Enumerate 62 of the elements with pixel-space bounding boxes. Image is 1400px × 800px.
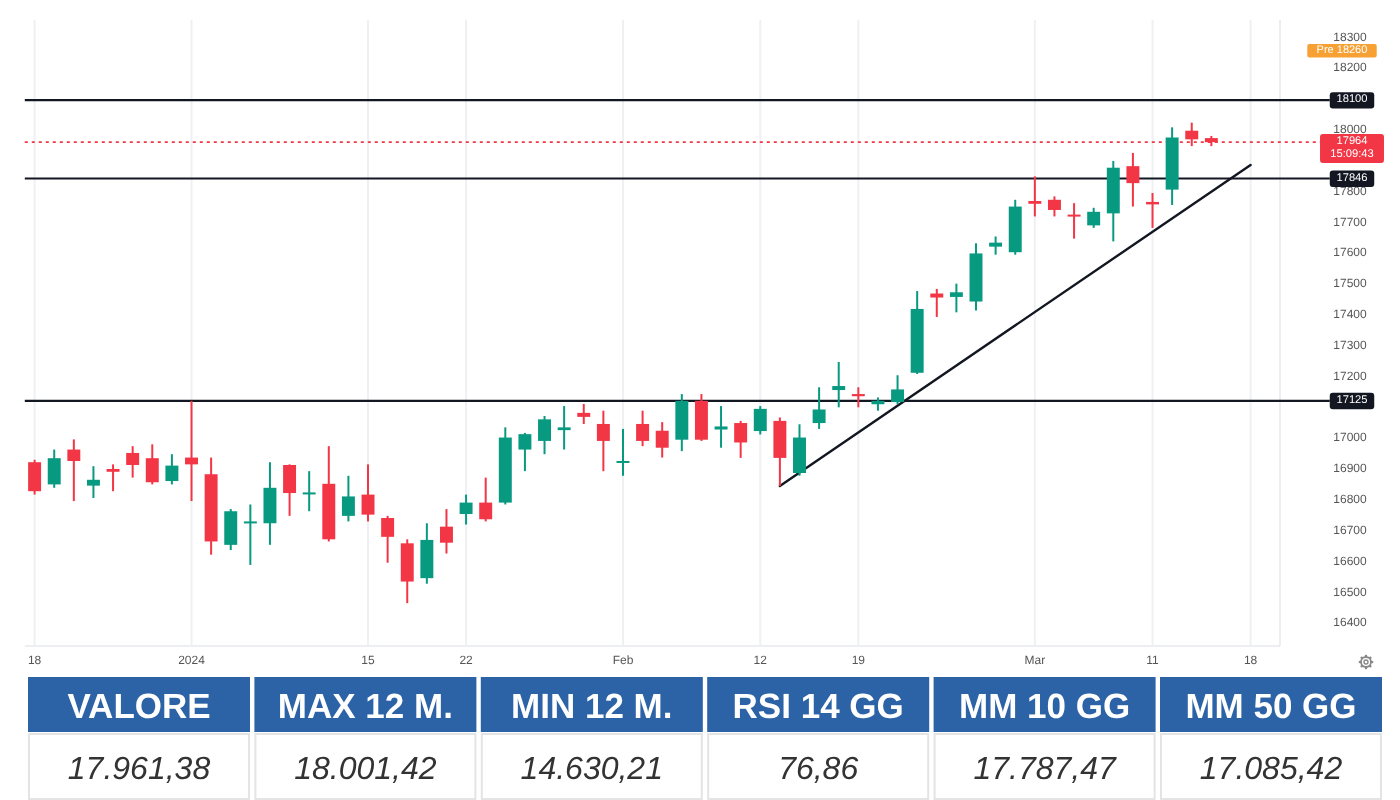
candlestick [224,508,238,552]
candlestick [361,463,375,523]
candlestick [341,474,355,523]
candlestick [126,445,140,479]
candlestick [694,393,708,442]
candlestick [714,405,728,449]
candlestick [989,235,1003,256]
category-label: MM 10 GG [959,685,1131,726]
candlestick [381,514,395,564]
candlestick [1028,175,1042,218]
candlestick [1047,195,1061,218]
category-label: MAX 12 M. [277,685,453,726]
text: 17.961,38 [67,751,211,786]
candlestick [753,405,767,436]
candlestick [596,409,610,473]
candlestick [440,508,453,555]
candlestick [773,416,787,487]
candlestick [47,448,61,489]
candlestick [832,360,846,409]
candlestick [28,458,42,496]
candlestick [655,421,669,459]
text: 17.787,47 [973,751,1116,786]
candlestick [1008,198,1022,256]
candlestick [675,393,689,453]
candlestick [400,538,414,605]
candlestick [518,431,532,473]
text: 76,86 [778,751,859,786]
candlestick [734,419,748,459]
candlestick [1087,206,1101,229]
candlestick [302,470,316,513]
candlestick [145,443,159,486]
candlestick [1106,159,1120,243]
candlestick [891,374,905,406]
text: 18.001,42 [294,751,437,786]
candlestick [106,463,120,493]
candlestick [812,386,826,430]
text: 14.630,21 [520,751,663,786]
candlestick [243,503,257,566]
candlestick [1067,202,1081,240]
candlestick [616,427,630,477]
candlestick [636,409,650,448]
candlestick [283,463,297,517]
candlestick [67,438,81,503]
category-label: VALORE [67,685,211,726]
candlestick [263,461,277,546]
candlestick [1126,151,1140,208]
candlestick [577,402,591,425]
candlestick [793,423,806,477]
candlestick [165,453,179,486]
category-label: MIN 12 M. [511,685,673,726]
candlestick [86,465,100,499]
candlestick [538,414,551,456]
candlestick [459,493,473,526]
candlestick [479,476,493,523]
text: 17.085,42 [1199,751,1343,786]
candlestick [949,282,963,314]
candlestick [557,405,571,451]
candlestick [851,386,865,409]
candlestick [420,522,434,585]
category-label: RSI 14 GG [732,685,904,726]
category-label: MM 50 GG [1185,685,1357,726]
candlestick [930,287,944,318]
